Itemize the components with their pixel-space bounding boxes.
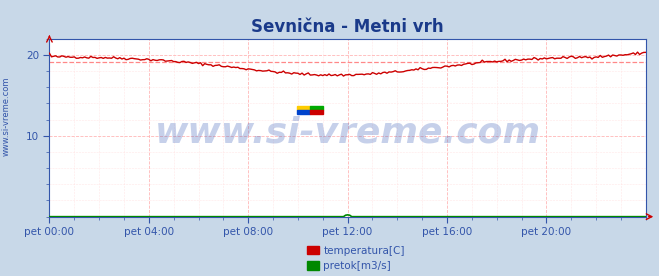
Text: www.si-vreme.com: www.si-vreme.com [2, 76, 11, 156]
Title: Sevnična - Metni vrh: Sevnična - Metni vrh [251, 18, 444, 36]
Bar [310, 106, 323, 110]
Text: www.si-vreme.com: www.si-vreme.com [155, 116, 540, 150]
Bar [297, 110, 310, 114]
Bar [297, 106, 310, 110]
Legend: temperatura[C], pretok[m3/s]: temperatura[C], pretok[m3/s] [307, 246, 405, 271]
Bar [310, 110, 323, 114]
